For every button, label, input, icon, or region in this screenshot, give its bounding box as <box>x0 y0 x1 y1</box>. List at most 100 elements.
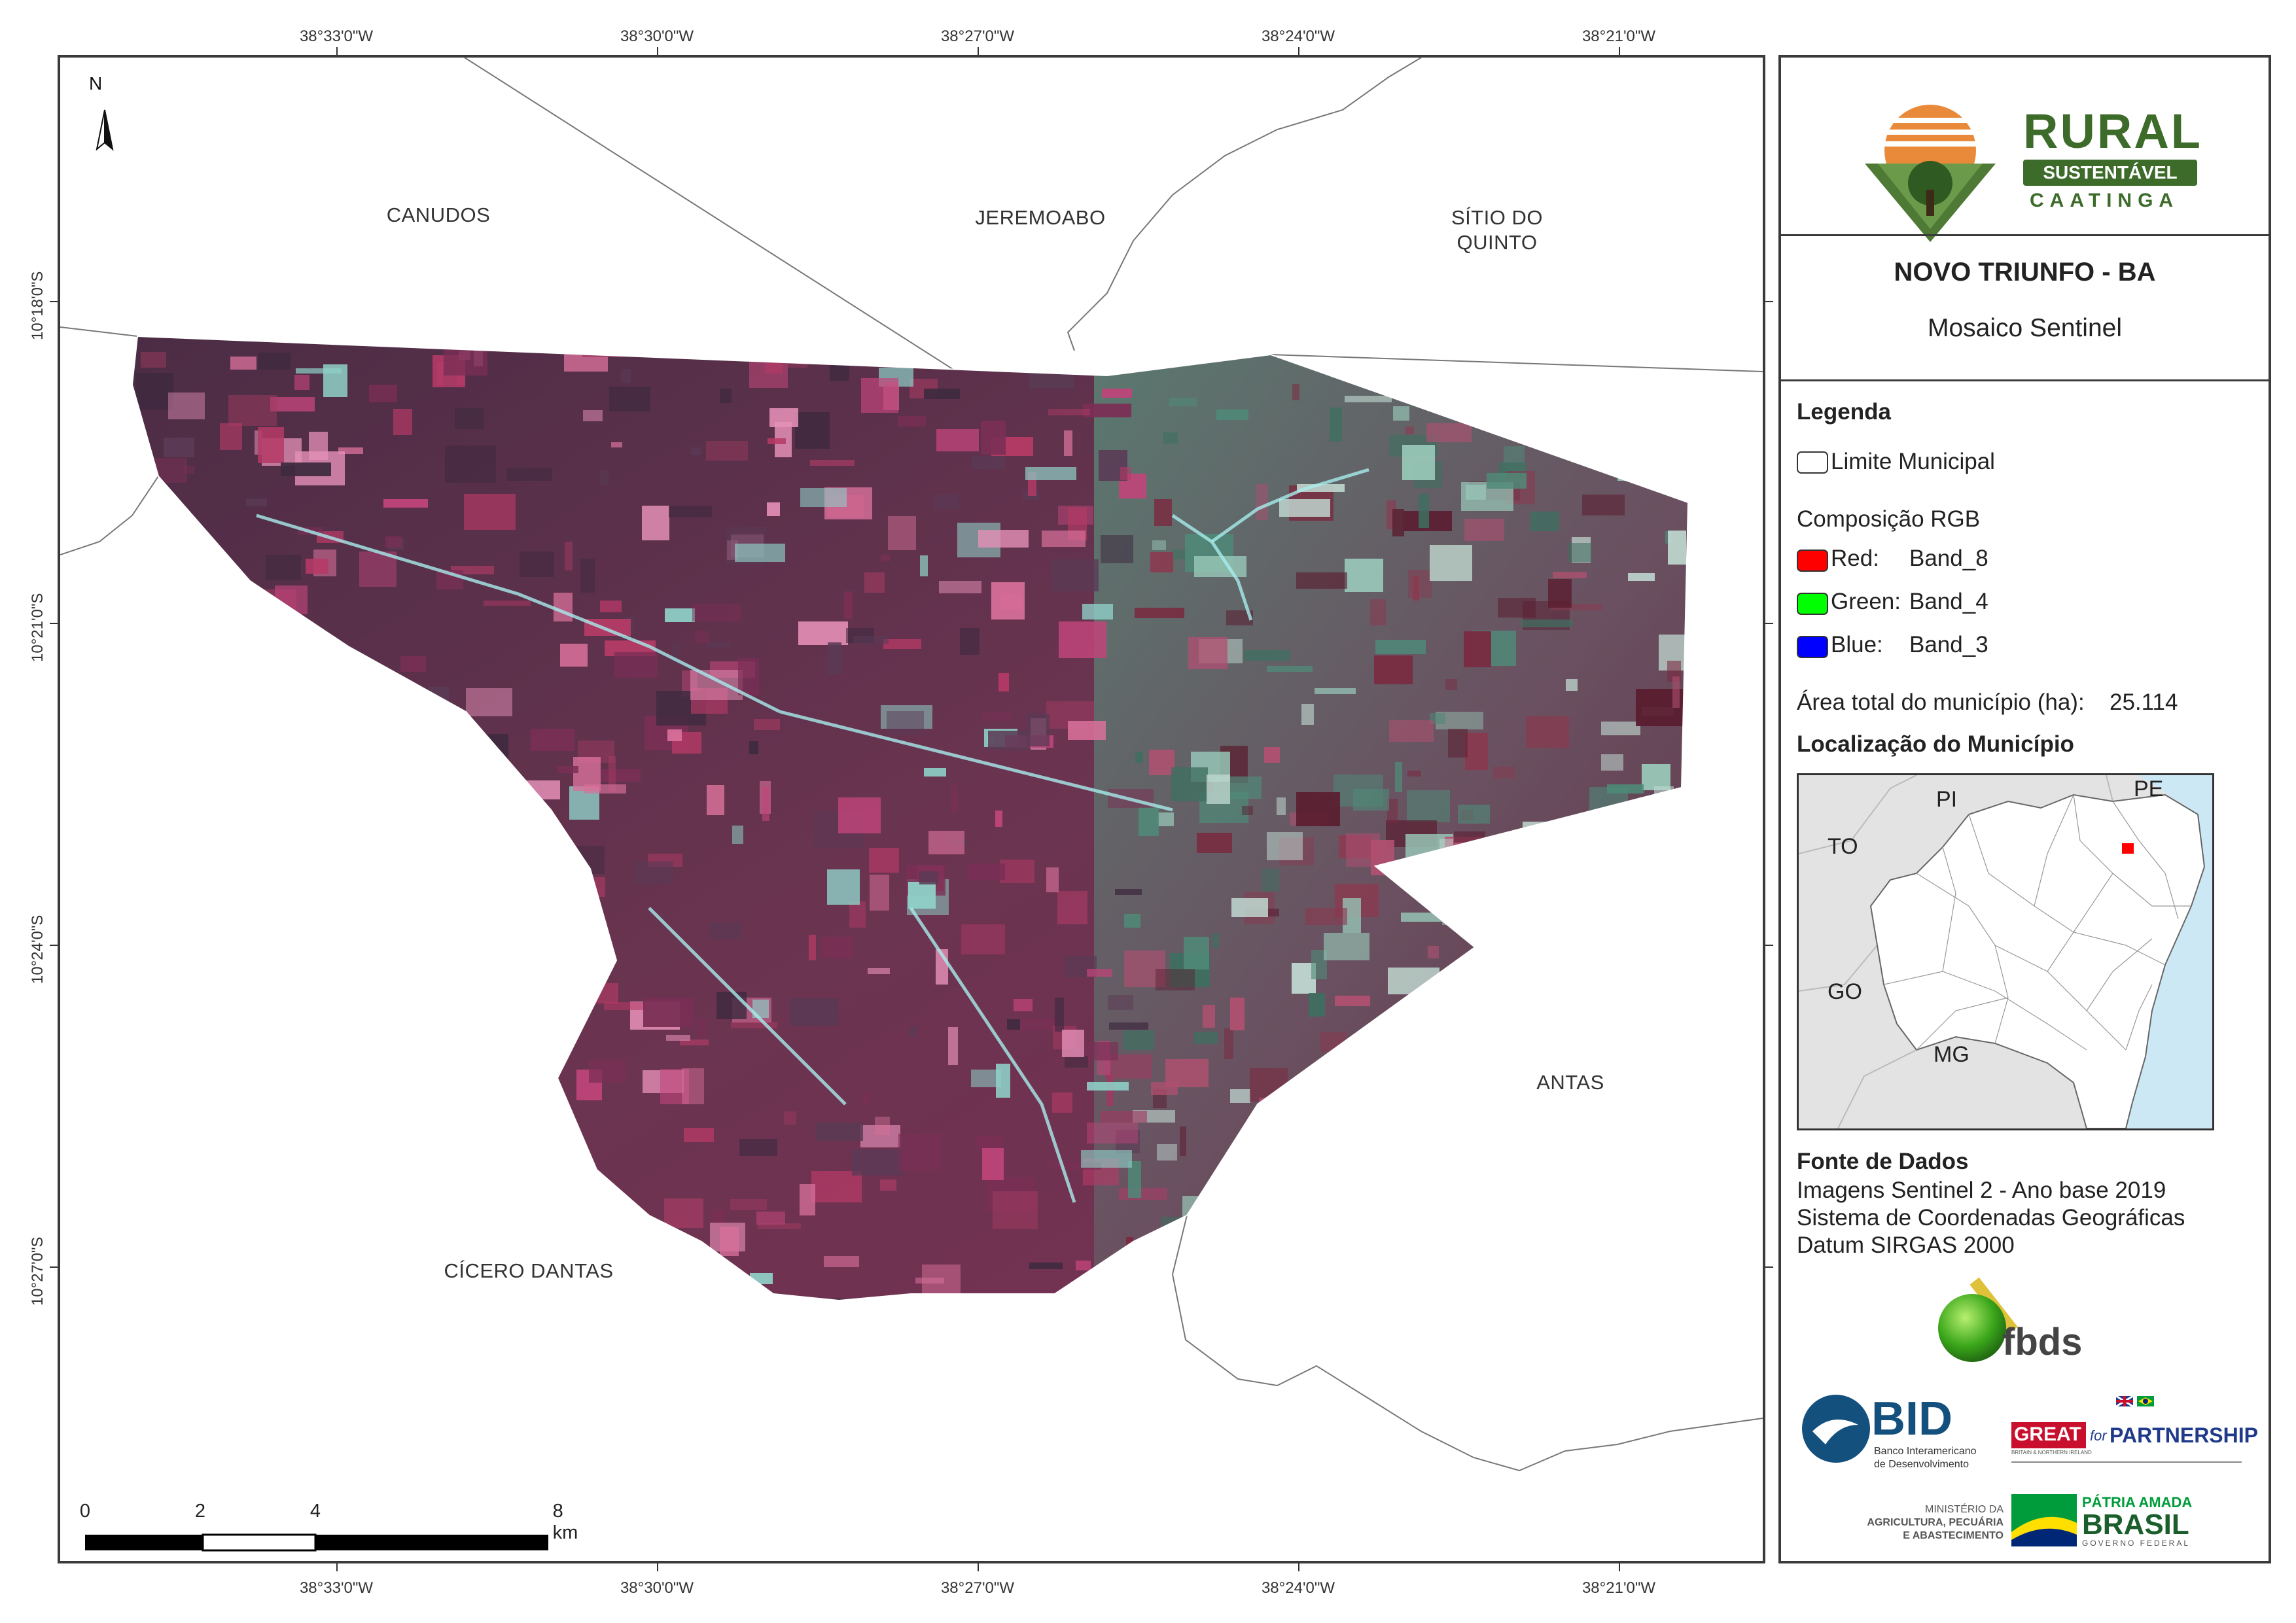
land-patch <box>939 581 981 593</box>
land-patch <box>215 1041 239 1055</box>
tick <box>1619 47 1620 55</box>
land-patch <box>432 1253 444 1262</box>
location-heading: Localização do Município <box>1797 731 2074 757</box>
locator-map-svg <box>1799 775 2212 1128</box>
ministerio-line-3: E ABASTECIMENTO <box>1903 1530 2004 1541</box>
land-patch <box>565 542 573 570</box>
land-patch <box>1458 805 1490 824</box>
coord-top-5: 38°21'0"W <box>1581 27 1656 45</box>
land-patch <box>200 1052 253 1090</box>
land-patch <box>1098 346 1150 358</box>
land-patch <box>1082 604 1113 620</box>
land-patch <box>1553 1299 1580 1300</box>
coord-left-1: 10°18'0"S <box>29 271 46 340</box>
land-patch <box>863 1093 870 1104</box>
land-patch <box>706 441 748 461</box>
land-patch <box>359 730 402 756</box>
land-patch <box>1426 423 1472 442</box>
land-patch <box>1625 870 1659 901</box>
logo-word-rural: RURAL <box>2023 104 2202 158</box>
land-patch <box>614 652 658 678</box>
land-patch <box>582 982 593 1005</box>
land-patch <box>1370 599 1386 625</box>
land-patch <box>1052 1092 1072 1113</box>
land-patch <box>1551 604 1602 610</box>
land-patch <box>716 992 747 1019</box>
land-patch <box>564 1155 592 1192</box>
land-patch <box>220 423 242 450</box>
land-patch <box>831 1303 870 1320</box>
land-patch <box>221 1213 266 1236</box>
land-patch <box>1157 1144 1177 1161</box>
land-patch <box>408 1000 459 1018</box>
land-patch <box>981 712 1011 721</box>
land-patch <box>1242 1129 1268 1136</box>
land-patch <box>706 642 730 648</box>
land-patch <box>132 814 144 843</box>
land-patch <box>1419 494 1429 528</box>
tick <box>978 47 979 55</box>
land-patch <box>199 1091 237 1117</box>
tick <box>50 301 58 302</box>
land-patch <box>731 1022 777 1028</box>
land-patch <box>294 899 325 912</box>
land-patch <box>309 432 328 460</box>
land-patch <box>739 1139 777 1156</box>
land-patch <box>1415 1161 1449 1179</box>
scale-label-2: 2 <box>194 1501 206 1522</box>
land-patch <box>1154 499 1172 526</box>
land-patch <box>1230 1089 1250 1103</box>
source-line-1: Imagens Sentinel 2 - Ano base 2019 <box>1797 1178 2166 1203</box>
land-patch <box>414 902 447 931</box>
land-patch <box>166 784 196 807</box>
land-patch <box>1068 721 1106 740</box>
land-patch <box>1607 784 1644 794</box>
land-patch <box>667 729 682 741</box>
land-patch <box>1296 572 1347 589</box>
land-patch <box>520 551 554 577</box>
ministerio-logo: MINISTÉRIO DA AGRICULTURA, PECUÁRIA E AB… <box>1833 1503 2004 1556</box>
land-patch <box>934 495 959 509</box>
land-patch <box>378 1083 421 1089</box>
land-patch <box>1499 964 1523 981</box>
land-patch <box>323 364 347 397</box>
land-patch <box>1256 1233 1296 1241</box>
land-patch <box>353 1223 378 1248</box>
land-patch <box>1353 789 1389 811</box>
land-patch <box>815 1123 863 1141</box>
land-patch <box>1330 408 1342 442</box>
coord-top-4: 38°24'0"W <box>1261 27 1335 45</box>
land-patch <box>557 766 578 773</box>
land-patch <box>1055 998 1064 1032</box>
land-patch <box>976 1136 1002 1148</box>
land-patch <box>484 601 531 606</box>
land-patch <box>1086 1042 1118 1060</box>
scale-label-0: 0 <box>79 1501 91 1522</box>
land-patch <box>1184 937 1209 969</box>
land-patch <box>1315 688 1356 694</box>
land-patch <box>798 621 848 645</box>
land-patch <box>709 922 741 939</box>
partner-divider <box>2011 1461 2242 1463</box>
land-patch <box>294 375 309 390</box>
land-patch <box>208 1087 247 1116</box>
land-patch <box>1008 339 1039 348</box>
land-patch <box>1296 792 1340 826</box>
land-patch <box>1634 359 1686 387</box>
land-patch <box>423 891 431 907</box>
land-patch <box>523 1161 564 1183</box>
source-line-3: Datum SIRGAS 2000 <box>1797 1232 2015 1258</box>
land-patch <box>296 368 342 374</box>
land-patch <box>1574 1113 1589 1128</box>
green-channel-label: Green: <box>1831 589 1901 614</box>
land-patch <box>1264 747 1280 763</box>
land-patch <box>353 951 368 969</box>
land-patch <box>1395 762 1402 792</box>
land-patch <box>156 1275 183 1291</box>
rgb-heading: Composição RGB <box>1797 506 1981 532</box>
land-patch <box>384 981 420 1009</box>
land-patch <box>832 1299 857 1300</box>
land-patch <box>758 1223 801 1229</box>
land-patch <box>278 787 315 809</box>
red-band-swatch <box>1797 550 1828 572</box>
